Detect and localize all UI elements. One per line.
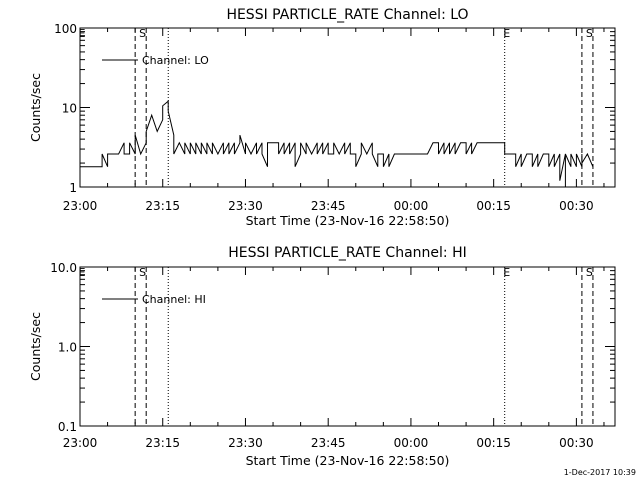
x-tick-label: 00:00 [394,199,429,213]
series-line [80,100,594,187]
marker-label: E [503,27,510,40]
x-tick-label: 23:00 [63,436,98,450]
plot-frame [79,266,616,427]
y-axis-label: Counts/sec [28,312,43,381]
x-tick-label: 00:30 [559,436,594,450]
chart-panel-2: HESSI PARTICLE_RATE Channel: HI Counts/se… [28,245,616,468]
plot-frame [79,27,616,188]
chart-title: HESSI PARTICLE_RATE Channel: HI [228,245,466,261]
legend-label: Channel: HI [142,293,206,306]
y-tick-label: 1 [69,181,77,195]
x-tick-label: 23:45 [311,436,346,450]
marker-label: E [503,266,510,279]
marker-label: E [79,266,86,279]
marker-label: S [586,27,593,40]
x-tick-label: 00:30 [559,199,594,213]
x-tick-label: 23:30 [228,199,263,213]
marker-label: E [79,27,86,40]
y-axis-label: Counts/sec [28,73,43,142]
x-tick-label: 00:15 [476,436,511,450]
x-axis-label: Start Time (23-Nov-16 22:58:50) [246,213,450,228]
y-tick-label: 0.1 [58,420,77,434]
y-tick-label: 100 [54,22,77,36]
x-tick-label: 23:45 [311,199,346,213]
marker-label: S [139,266,146,279]
y-tick-label: 10 [62,102,77,116]
date-stamp: 1-Dec-2017 10:39 [564,468,636,477]
x-axis-label: Start Time (23-Nov-16 22:58:50) [246,453,450,468]
x-tick-label: 23:30 [228,436,263,450]
x-tick-label: 23:15 [145,436,180,450]
y-tick-label: 10.0 [50,261,77,275]
chart-title: HESSI PARTICLE_RATE Channel: LO [226,7,468,23]
x-tick-label: 23:15 [145,199,180,213]
chart-panel-1: HESSI PARTICLE_RATE Channel: LO Counts/se… [28,7,616,228]
legend-label: Channel: LO [142,54,209,67]
marker-label: S [139,27,146,40]
x-tick-label: 23:00 [63,199,98,213]
y-tick-label: 1.0 [58,341,77,355]
marker-label: S [586,266,593,279]
x-tick-label: 00:15 [476,199,511,213]
x-tick-label: 00:00 [394,436,429,450]
